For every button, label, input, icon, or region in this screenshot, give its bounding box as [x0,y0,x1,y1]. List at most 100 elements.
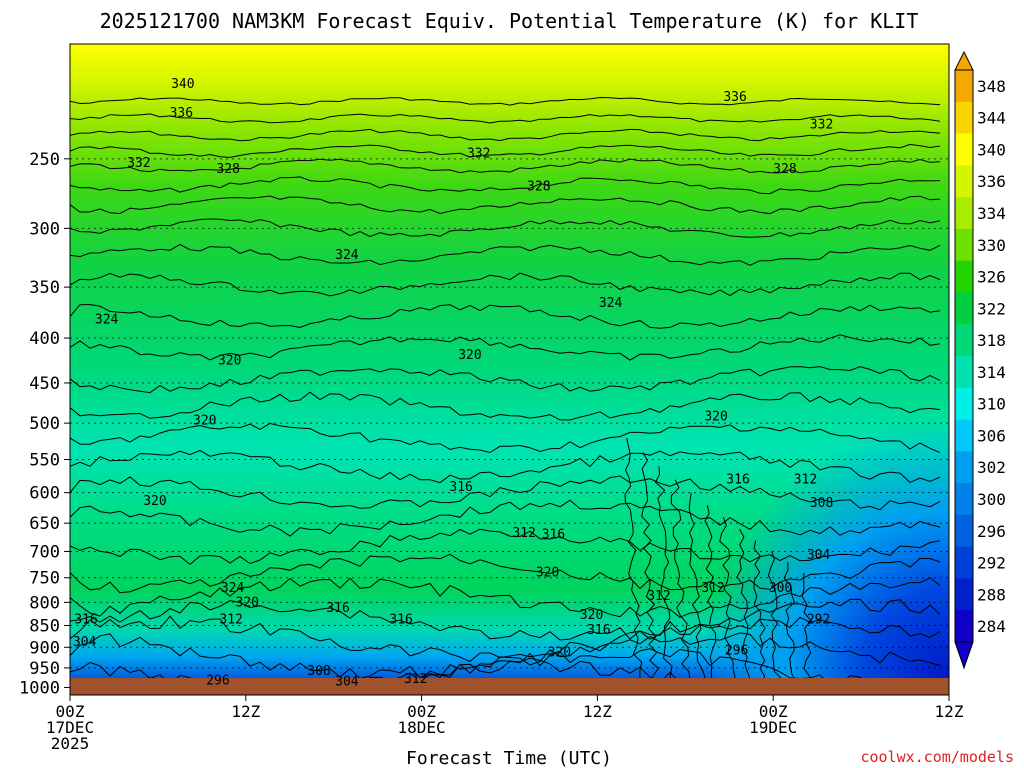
colorbar-swatch [955,70,973,103]
y-tick-label: 750 [29,569,60,589]
contour-label: 316 [542,528,565,543]
contour-label: 324 [599,296,623,311]
colorbar-label: 322 [977,299,1006,318]
contour-label: 312 [404,672,427,687]
y-tick-label: 500 [29,414,60,434]
colorbar-swatch [955,197,973,230]
x-tick-label: 00Z [56,702,85,721]
contour-line [70,598,941,641]
colorbar-swatch [955,546,973,579]
colorbar-label: 284 [977,617,1006,636]
x-tick-label: 18DEC [398,718,446,737]
y-tick-label: 550 [29,450,60,470]
colorbar-label: 314 [977,363,1006,382]
contour-line [70,143,941,158]
y-tick-label: 400 [29,329,60,349]
colorbar-swatch [955,133,973,166]
colorbar-label: 340 [977,140,1006,159]
contour-label: 316 [726,472,749,487]
contour-label: 336 [170,106,193,121]
contour-line [670,479,691,688]
contour-label: 324 [335,248,359,263]
contour-label: 292 [807,613,830,628]
contour-label: 328 [216,162,239,177]
contour-label: 316 [389,613,412,628]
contour-label: 308 [307,664,330,679]
colorbar-swatch [955,483,973,516]
contour-label: 332 [127,156,150,171]
contour-label: 316 [74,613,97,628]
contour-line [70,303,941,329]
contour-label: 304 [807,548,831,563]
contour-label: 320 [536,566,559,581]
colorbar: 348 344 340 336 334 330 326 322 318 314 310 306 302 3… [954,50,1006,670]
colorbar-swatch [955,101,973,135]
contour-line [70,195,941,215]
contour-line [70,499,941,537]
contour-line [70,218,941,238]
x-tick-label: 00Z [759,702,788,721]
colorbar-label: 292 [977,554,1006,573]
contour-label: 332 [467,147,490,162]
y-tick-label: 900 [29,638,60,658]
x-tick-label: 12Z [935,702,964,721]
contour-line [801,572,812,685]
contour-label: 320 [704,409,727,424]
colorbar-swatch [955,356,973,389]
colorbar-label: 302 [977,458,1006,477]
contour-line [70,632,941,680]
credit-text: coolwx.com/models [860,748,1014,766]
colorbar-label: 330 [977,236,1006,255]
colorbar-swatch [955,165,973,198]
contour-lines [70,96,941,695]
contour-line [654,466,673,683]
contour-label: 320 [580,608,603,623]
colorbar-label: 306 [977,426,1006,445]
contour-label: 336 [723,90,746,105]
contour-line [70,391,941,421]
contour-line [70,449,941,484]
contour-line [70,113,941,124]
colorbar-swatch [955,324,973,357]
contour-label: 324 [221,581,245,596]
y-tick-label: 450 [29,374,60,394]
contour-line [783,562,798,683]
contour-label: 312 [219,613,242,628]
contour-line [70,158,941,174]
contour-line [70,528,941,566]
colorbar-label: 300 [977,490,1006,509]
contour-label: 320 [548,645,571,660]
y-tick-label: 800 [29,593,60,613]
colorbar-swatch [955,610,973,643]
x-tick-label: 12Z [583,702,612,721]
colorbar-swatch [955,451,973,484]
contour-label: 304 [73,635,97,650]
contour-label: 320 [218,353,241,368]
y-axis: 2503003504004505005506006507007508008509… [19,150,70,698]
contour-line [736,528,752,690]
contour-label: 340 [171,77,194,92]
contour-label: 328 [773,162,796,177]
colorbar-label: 344 [977,109,1006,128]
colorbar-label: 336 [977,172,1006,191]
y-tick-label: 950 [29,659,60,679]
colorbar-swatch [955,514,973,548]
contour-line [70,128,941,142]
contour-line [70,176,941,195]
y-tick-label: 650 [29,514,60,534]
contour-line [70,422,941,454]
colorbar-label: 288 [977,585,1006,604]
colorbar-swatch [955,578,973,611]
colorbar-swatch [955,260,973,293]
contour-label: 312 [701,581,724,596]
colorbar-extend-bottom [954,641,974,670]
contour-line [70,334,941,361]
contour-line [70,475,941,511]
contour-label: 316 [587,623,610,638]
contour-label: 320 [193,413,216,428]
contour-label: 320 [458,348,481,363]
